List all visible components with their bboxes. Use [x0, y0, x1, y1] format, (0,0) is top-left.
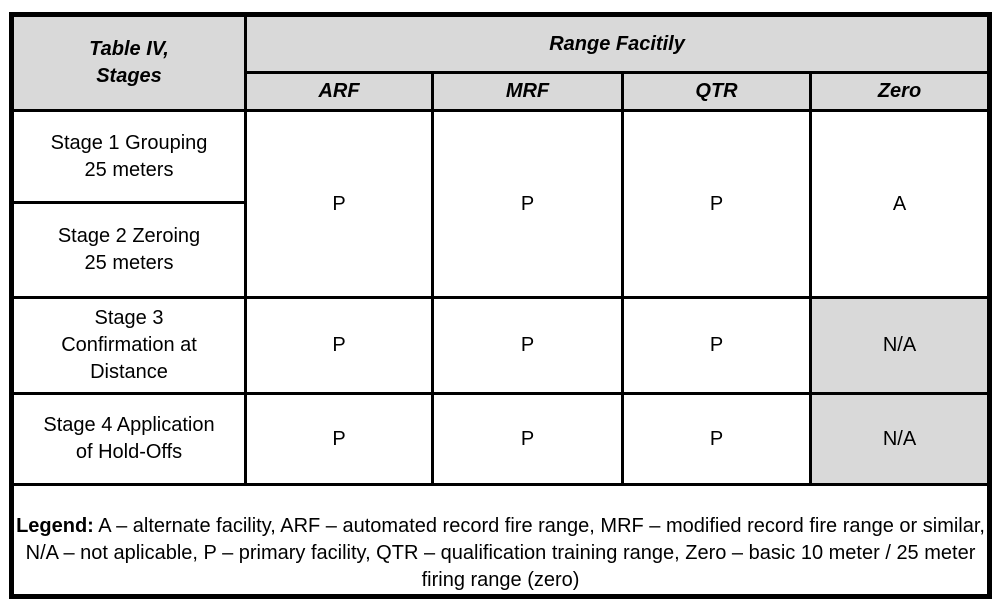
facility-cell-arf-stage-1-2: P	[244, 109, 434, 299]
stage-3-label: Stage 3 Confirmation at Distance	[10, 296, 247, 395]
stages-range-facility-table: Table IV, Stages Range Facitily ARF MRF …	[9, 12, 993, 599]
facility-cell-mrf-stage-4: P	[431, 392, 624, 486]
facility-cell-mrf-stage-3: P	[431, 296, 624, 395]
table-row-stage-2: Stage 2 Zeroing 25 meters	[10, 201, 990, 299]
legend-label: Legend:	[16, 515, 94, 537]
legend-cell: Legend: A – alternate facility, ARF – au…	[9, 483, 992, 598]
facility-cell-arf-stage-4: P	[244, 392, 434, 486]
facility-cell-zero-stage-4: N/A	[808, 392, 992, 486]
facility-cell-qtr-stage-4: P	[621, 392, 812, 486]
stage-4-label: Stage 4 Application of Hold-Offs	[10, 392, 247, 486]
table-row-stage-4: Stage 4 Application of Hold-Offs P P P N…	[10, 392, 992, 486]
col-header-qtr: QTR	[621, 71, 812, 112]
facility-cell-arf-stage-3: P	[244, 296, 434, 395]
table-row-stage-1: Stage 1 Grouping 25 meters P P P A	[10, 109, 992, 299]
legend-row: Legend: A – alternate facility, ARF – au…	[9, 483, 992, 598]
col-header-mrf: MRF	[431, 71, 624, 112]
stage-1-label: Stage 1 Grouping 25 meters	[10, 109, 247, 204]
facility-cell-qtr-stage-1-2: P	[621, 109, 812, 299]
table-row-stage-3: Stage 3 Confirmation at Distance P P P N…	[10, 296, 992, 395]
corner-header-cell: Table IV, Stages	[10, 13, 247, 112]
facility-cell-qtr-stage-3: P	[621, 296, 812, 395]
stage-2-label: Stage 2 Zeroing 25 meters	[10, 201, 247, 299]
facility-cell-zero-stage-3: N/A	[808, 296, 992, 395]
col-header-arf: ARF	[244, 71, 434, 112]
col-header-zero: Zero	[808, 71, 992, 112]
facility-cell-zero-stage-1-2: A	[808, 109, 992, 299]
group-header-cell: Range Facitily	[243, 13, 992, 74]
facility-cell-mrf-stage-1-2: P	[431, 109, 624, 299]
legend-text: A – alternate facility, ARF – automated …	[25, 515, 985, 591]
